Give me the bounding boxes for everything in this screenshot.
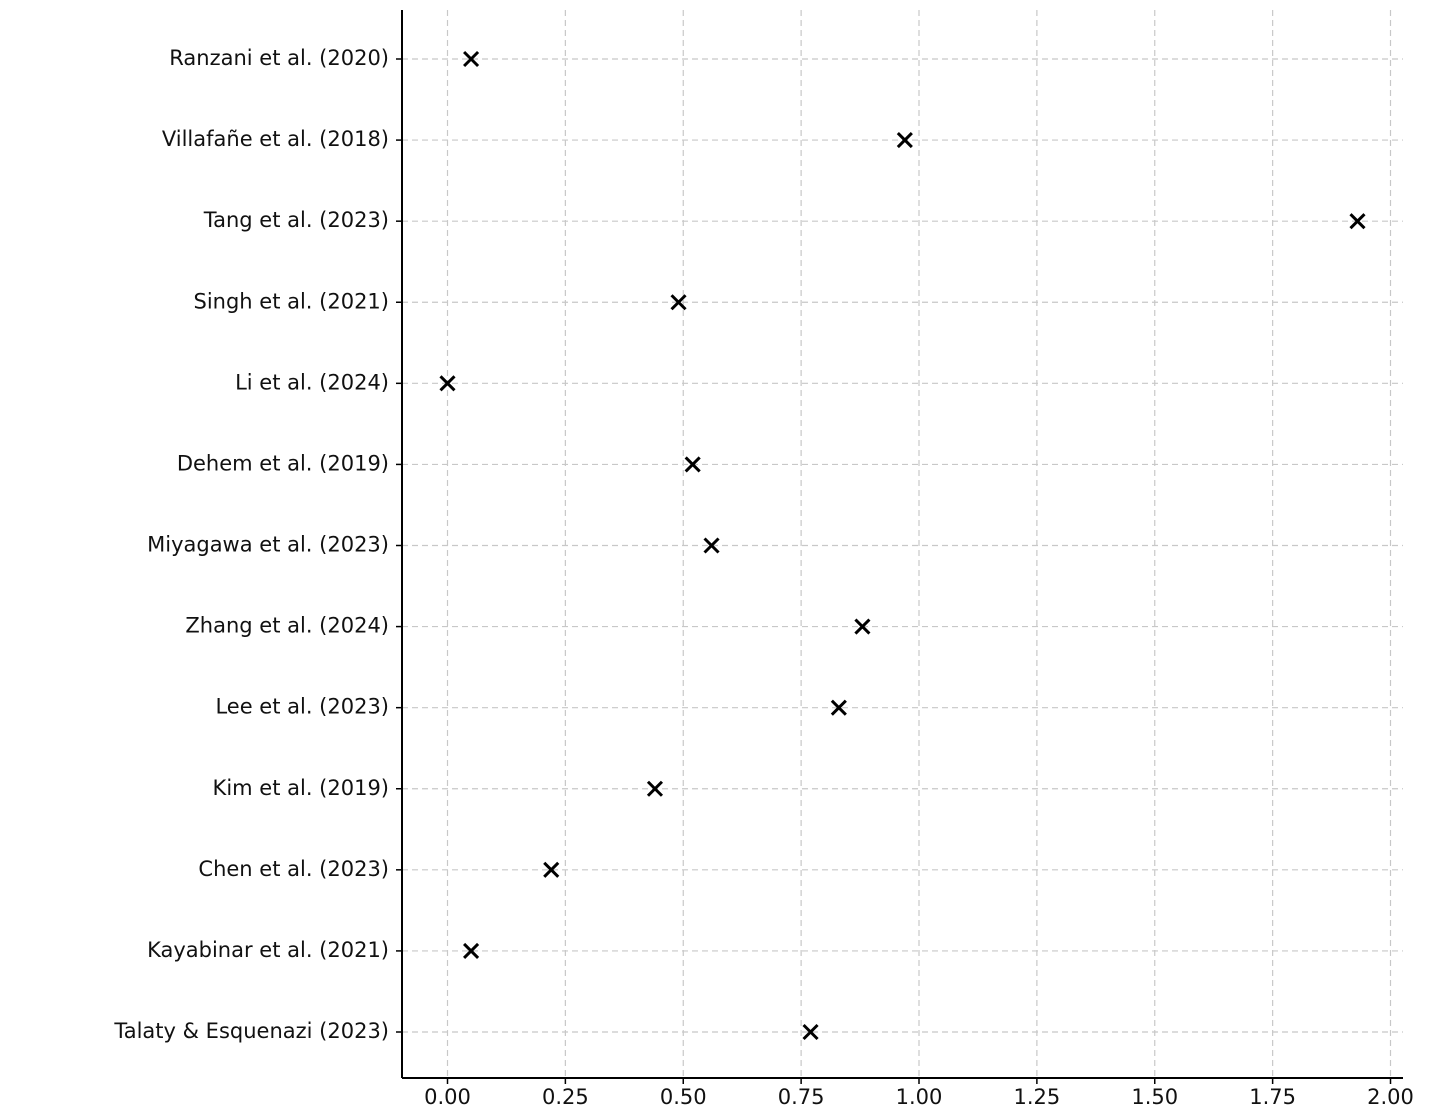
x-tick-label: 1.00 xyxy=(896,1085,943,1109)
marker-x xyxy=(830,699,847,716)
marker-x xyxy=(703,537,720,554)
y-tick-label: Miyagawa et al. (2023) xyxy=(147,533,389,557)
x-tick-label: 2.00 xyxy=(1367,1085,1414,1109)
marker xyxy=(802,1023,819,1041)
marker-x xyxy=(1349,213,1366,230)
marker-x xyxy=(463,50,480,68)
y-tick-label: Chen et al. (2023) xyxy=(198,857,389,881)
marker xyxy=(1349,213,1366,230)
y-tick-label: Singh et al. (2021) xyxy=(193,289,389,313)
marker xyxy=(463,50,480,68)
marker-x xyxy=(670,294,687,311)
marker xyxy=(854,618,871,635)
marker xyxy=(646,780,664,797)
x-tick-label: 1.75 xyxy=(1249,1085,1296,1109)
marker xyxy=(703,537,720,554)
marker-x xyxy=(854,618,871,635)
marker xyxy=(830,699,847,716)
x-tick-label: 1.50 xyxy=(1131,1085,1178,1109)
x-tick-label: 1.25 xyxy=(1013,1085,1060,1109)
marker xyxy=(439,375,456,392)
marker xyxy=(684,456,701,473)
y-tick-label: Talaty & Esquenazi (2023) xyxy=(113,1019,389,1043)
y-tick-label: Kim et al. (2019) xyxy=(213,776,389,800)
y-tick-label: Zhang et al. (2024) xyxy=(185,614,389,638)
y-tick-label: Li et al. (2024) xyxy=(235,370,389,394)
marker xyxy=(543,861,560,878)
x-tick-label: 0.25 xyxy=(542,1085,589,1109)
marker-x xyxy=(646,780,664,797)
x-tick-label: 0.75 xyxy=(778,1085,825,1109)
y-tick-label: Kayabinar et al. (2021) xyxy=(147,938,389,962)
y-tick-label: Lee et al. (2023) xyxy=(215,695,389,719)
y-tick-label: Ranzani et al. (2020) xyxy=(169,46,389,70)
marker-x xyxy=(896,132,913,149)
y-tick-label: Tang et al. (2023) xyxy=(203,208,389,232)
y-tick-label: Dehem et al. (2019) xyxy=(177,451,389,475)
x-tick-label: 0.00 xyxy=(424,1085,471,1109)
marker-x xyxy=(684,456,701,473)
marker-x xyxy=(802,1023,819,1041)
marker xyxy=(896,132,913,149)
y-tick-label: Villafañe et al. (2018) xyxy=(162,127,389,151)
marker xyxy=(670,294,687,311)
marker xyxy=(463,942,480,959)
x-tick-label: 0.50 xyxy=(660,1085,707,1109)
grid xyxy=(402,10,1403,1078)
marker-x xyxy=(439,375,456,392)
marker-x xyxy=(543,861,560,878)
marker-x xyxy=(463,942,480,959)
